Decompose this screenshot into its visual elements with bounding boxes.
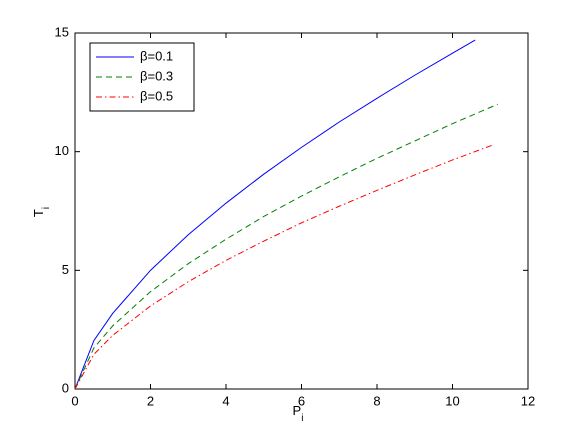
- series-line: [74, 103, 498, 390]
- y-tick-label: 0: [62, 380, 69, 395]
- x-label-sub: i: [301, 413, 303, 424]
- legend-label: β=0.3: [140, 68, 173, 83]
- x-tick-label: 8: [373, 393, 380, 408]
- legend-label: β=0.5: [140, 88, 173, 103]
- x-tick-label: 6: [298, 393, 305, 408]
- x-label-main: P: [293, 403, 302, 418]
- x-tick-label: 0: [71, 393, 78, 408]
- y-tick-label: 10: [55, 143, 69, 158]
- y-label-main: T: [31, 209, 46, 217]
- x-tick-label: 12: [521, 393, 535, 408]
- series-line: [74, 39, 476, 390]
- y-label-sub: i: [41, 207, 52, 209]
- x-tick-label: 4: [222, 393, 229, 408]
- legend-label: β=0.1: [140, 48, 173, 63]
- x-axis-label: Pi: [293, 403, 304, 423]
- y-tick-label: 5: [62, 262, 69, 277]
- x-tick-label: 10: [445, 393, 459, 408]
- x-tick-label: 2: [147, 393, 154, 408]
- series-line: [74, 144, 495, 390]
- y-tick-label: 15: [55, 24, 69, 39]
- y-axis-label: Ti: [31, 207, 51, 217]
